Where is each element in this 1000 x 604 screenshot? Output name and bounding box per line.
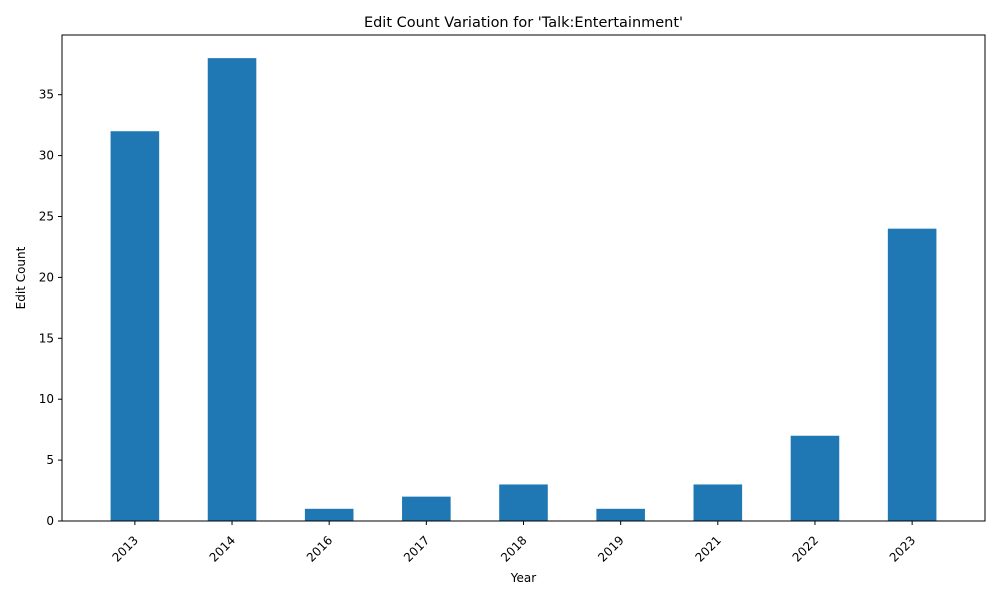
- plot-frame: [61, 34, 986, 522]
- x-tick-label: 2016: [304, 533, 335, 564]
- x-tick-label: 2014: [207, 533, 238, 564]
- y-tick-label: 25: [39, 209, 54, 223]
- bar-2022: [790, 435, 840, 521]
- bar-2021: [693, 484, 743, 521]
- x-tick-label: 2019: [595, 533, 626, 564]
- y-tick-label: 10: [39, 392, 54, 406]
- bar-2014: [207, 58, 257, 521]
- y-tick-label: 5: [46, 453, 54, 467]
- y-tick-label: 30: [39, 149, 54, 163]
- x-tick-label: 2022: [790, 533, 821, 564]
- bars-layer: [110, 58, 937, 522]
- x-tick-label: 2021: [692, 533, 723, 564]
- bar-2016: [304, 508, 354, 521]
- x-axis-label: Year: [510, 571, 536, 585]
- x-tick-label: 2018: [498, 533, 529, 564]
- y-tick-label: 35: [39, 88, 54, 102]
- bar-2013: [110, 131, 160, 522]
- y-axis-label: Edit Count: [14, 246, 28, 309]
- y-tick-label: 15: [39, 331, 54, 345]
- y-axis-ticks: 0 5 10 15 20 25 30 35: [39, 88, 62, 528]
- bar-2023: [887, 228, 937, 522]
- chart-title: Edit Count Variation for 'Talk:Entertain…: [364, 15, 683, 31]
- y-tick-label: 0: [46, 514, 54, 528]
- x-tick-label: 2017: [401, 533, 432, 564]
- x-tick-label: 2013: [109, 533, 140, 564]
- bar-2017: [402, 496, 451, 521]
- bar-2019: [596, 508, 645, 521]
- y-tick-label: 20: [39, 270, 54, 284]
- x-tick-label: 2023: [887, 533, 918, 564]
- x-axis-ticks: 2013 2014 2016 2017 2018 2019 2021 2022 2023: [109, 521, 918, 565]
- bar-2018: [499, 484, 548, 521]
